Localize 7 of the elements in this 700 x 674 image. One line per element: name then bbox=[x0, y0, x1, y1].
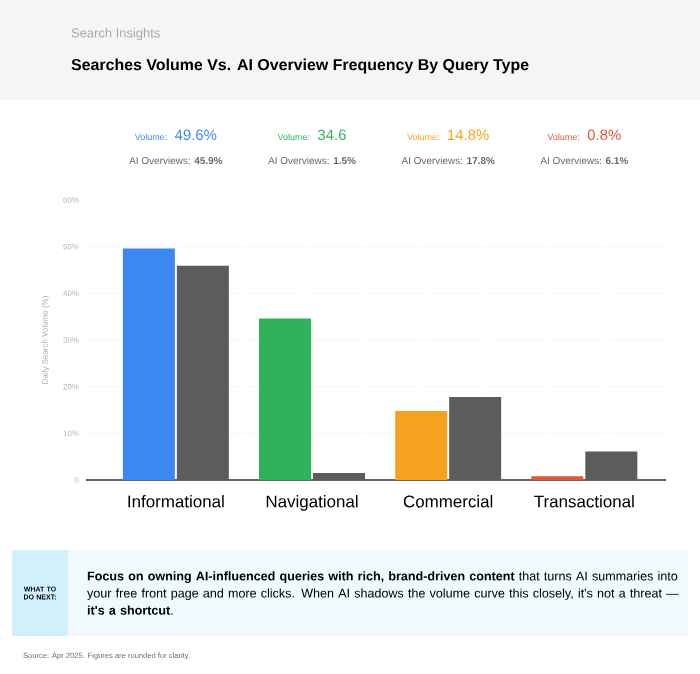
x-tick-label: Commercial bbox=[403, 495, 493, 508]
bar bbox=[395, 410, 448, 480]
x-tick-label: Informational bbox=[128, 495, 224, 508]
x-tick-label: Transactional bbox=[534, 495, 634, 508]
bar bbox=[122, 248, 175, 480]
x-tick-label: Navigational bbox=[266, 495, 358, 511]
bar bbox=[259, 318, 312, 480]
